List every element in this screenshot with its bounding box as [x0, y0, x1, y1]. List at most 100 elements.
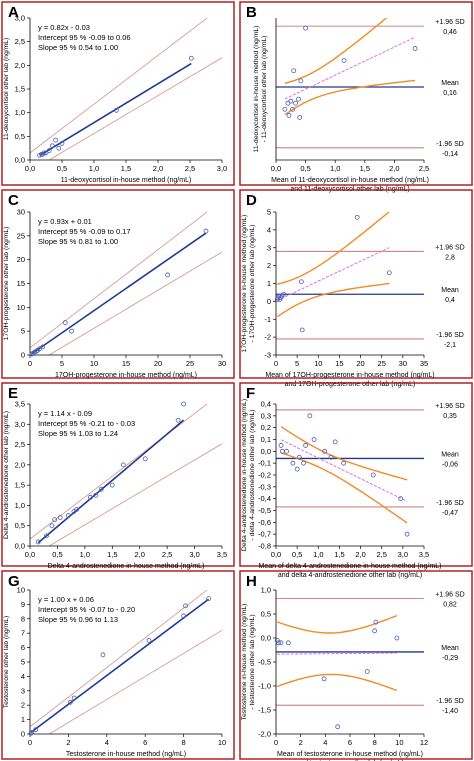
panel-frame — [1, 570, 235, 760]
data-point — [59, 141, 65, 146]
x-tick-label: 0,5 — [300, 164, 310, 173]
upper-limit-value: 0,82 — [443, 602, 457, 609]
ci-upper-line — [30, 590, 208, 728]
regression-stats: Intercept 95 % -0.21 to - 0.03 — [38, 419, 135, 428]
x-tick-label: 5 — [60, 359, 64, 368]
x-tick-label: 1,0 — [80, 550, 90, 559]
data-point — [299, 327, 305, 333]
x-tick-label: 2 — [66, 738, 70, 747]
data-point — [49, 523, 55, 529]
x-tick-label: 6 — [143, 738, 147, 747]
y-tick-label: 1,5 — [15, 481, 25, 490]
regression-stats: y = 0.82x - 0.03 — [38, 23, 90, 32]
ci-upper-line — [30, 212, 208, 349]
x-tick-label: 15 — [122, 359, 130, 368]
x-tick-label: 1,5 — [360, 164, 370, 173]
data-point — [412, 46, 418, 51]
data-point — [373, 619, 379, 625]
y-axis-label: 11-deoxycortisol other lab (ng/mL) — [3, 38, 10, 141]
panel-b: B 0,0 0,5 1,0 1,5 2,0 2,5 Mean of 11-deoxycorti… — [239, 1, 473, 193]
x-tick-label: 12 — [420, 738, 428, 747]
data-point — [298, 78, 304, 84]
x-tick-label: 0,5 — [57, 164, 67, 173]
x-axis-label: 11-deoxycortisol in-house method (ng/mL) — [61, 177, 192, 184]
data-point — [183, 603, 188, 609]
y-tick-label: 30 — [17, 208, 25, 217]
upper-limit-value: 0,46 — [443, 29, 457, 36]
data-point — [57, 515, 63, 520]
y-tick-label: 3 — [267, 243, 271, 252]
y-tick-label: 0,1 — [261, 435, 271, 444]
y-tick-label: 10 — [17, 586, 25, 595]
data-point — [281, 291, 287, 297]
data-point — [175, 417, 181, 423]
y-tick-label: 10 — [17, 303, 25, 312]
y-axis-label: - 11-deoxycortisol other lab (ng/mL) — [261, 36, 268, 143]
data-point — [335, 724, 341, 730]
x-axis-label: Mean of 11-deoxycortisol in-house method… — [271, 177, 429, 184]
y-tick-label: 25 — [17, 231, 25, 240]
data-point — [328, 454, 334, 460]
upper-limit-label: +1.96 SD — [435, 19, 464, 26]
upper-limit-label: +1.96 SD — [435, 592, 464, 599]
y-tick-label: -2 — [264, 333, 271, 342]
y-tick-label: 2,0 — [15, 460, 25, 469]
y-tick-label: 1,0 — [15, 501, 25, 510]
confidence-band-lower — [280, 452, 408, 524]
y-axis-label: - testosterone other lab (ng/mL) — [249, 614, 256, 709]
plot-area — [276, 18, 424, 149]
confidence-band-lower — [276, 282, 390, 318]
x-tick-label: 1,0 — [89, 164, 99, 173]
panel-d: D 0 5 10 15 20 25 30 35 -3 -2 -1 0 1 2 3 4 5 Mean of 17OH-… — [239, 189, 473, 388]
x-tick-label: 0,0 — [271, 164, 281, 173]
plot-area — [30, 590, 222, 734]
data-point — [332, 439, 338, 445]
data-point — [46, 148, 52, 153]
y-tick-label: 3,0 — [15, 420, 25, 429]
regression-line — [31, 232, 207, 355]
panel-frame — [1, 1, 235, 186]
panel-letter: D — [246, 192, 257, 209]
data-point — [290, 106, 295, 112]
x-tick-label: 2,0 — [355, 550, 365, 559]
y-tick-label: 0,3 — [261, 411, 271, 420]
y-tick-label: 0,4 — [261, 400, 271, 409]
plot-area — [30, 212, 222, 355]
data-point — [282, 106, 288, 112]
x-tick-label: 4 — [105, 738, 109, 747]
y-tick-label: 4 — [21, 672, 25, 681]
data-point — [341, 460, 347, 466]
y-tick-label: 0,5 — [15, 132, 25, 141]
x-tick-label: 0,5 — [292, 550, 302, 559]
y-tick-label: 9 — [21, 600, 25, 609]
panel-frame — [239, 570, 473, 760]
ci-lower-line — [48, 629, 222, 734]
x-tick-label: 15 — [335, 359, 343, 368]
y-tick-label: -0,6 — [258, 518, 271, 527]
data-point — [298, 279, 304, 285]
lower-limit-label: -1.96 SD — [436, 500, 464, 507]
y-tick-label: 0,2 — [261, 423, 271, 432]
panel-g: G 0 2 4 6 8 10 0 1 2 3 4 5 6 7 8 9 10 Testosterone in-hous… — [1, 570, 235, 760]
data-point — [285, 640, 291, 646]
regression-stats: Slope 95 % 0.54 to 1.00 — [38, 43, 118, 52]
y-axis-label: Testosterone other lab (ng/mL) — [3, 616, 10, 709]
x-tick-label: 25 — [186, 359, 194, 368]
upper-limit-value: 0,35 — [443, 413, 457, 420]
trend-line — [280, 439, 408, 502]
y-tick-label: -1,0 — [258, 682, 271, 691]
data-point — [307, 413, 313, 419]
data-point — [404, 531, 410, 537]
y-tick-label: 15 — [17, 279, 25, 288]
panel-c: C 0 5 10 15 20 25 30 0 5 10 15 20 25 30 17OH-progestero… — [1, 189, 235, 379]
regression-stats: Intercept 95 % -0.07 to - 0.20 — [38, 605, 135, 614]
data-point — [56, 145, 62, 151]
y-tick-label: -0,7 — [258, 530, 271, 539]
confidence-band-upper — [277, 212, 390, 286]
x-tick-label: 25 — [378, 359, 386, 368]
data-point — [188, 55, 194, 61]
data-point — [29, 730, 35, 735]
x-tick-label: 0 — [274, 738, 278, 747]
data-point — [294, 466, 300, 472]
